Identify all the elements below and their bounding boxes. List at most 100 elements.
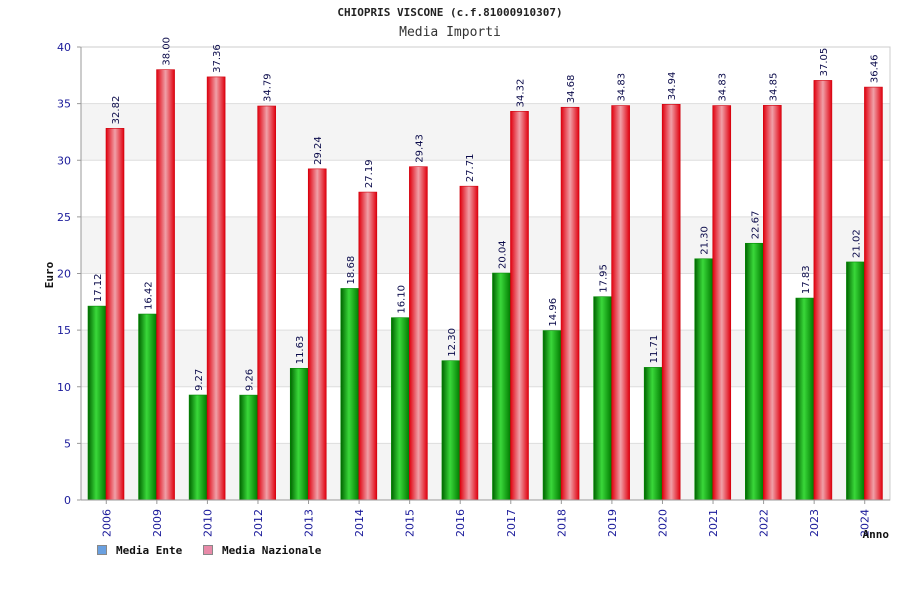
data-label: 11.63 (295, 336, 306, 365)
bar-media-nazionale (459, 185, 479, 501)
bar-media-ente (643, 367, 663, 501)
y-tick-label: 0 (64, 494, 71, 507)
data-label: 16.42 (144, 281, 155, 310)
bar-media-nazionale (763, 105, 782, 501)
y-tick-label: 35 (57, 98, 71, 111)
y-tick-label: 15 (57, 324, 71, 337)
bar-media-ente (694, 258, 714, 501)
bar-media-nazionale (156, 69, 175, 501)
x-tick-label: 2023 (808, 509, 821, 537)
bar-media-ente (542, 330, 562, 501)
bar-media-nazionale (712, 105, 732, 501)
x-tick-label: 2009 (151, 509, 164, 537)
data-label: 16.10 (396, 285, 407, 314)
data-label: 11.71 (649, 335, 660, 364)
data-label: 17.12 (93, 273, 104, 302)
data-label: 29.43 (414, 134, 425, 163)
data-label: 34.94 (667, 72, 678, 101)
data-label: 27.19 (364, 159, 375, 188)
data-label: 17.83 (801, 265, 812, 294)
data-label: 34.32 (516, 79, 527, 108)
bar-media-nazionale (560, 106, 580, 501)
data-label: 18.68 (346, 256, 357, 285)
chart-title: CHIOPRIS VISCONE (c.f.81000910307) (337, 6, 563, 19)
bar-media-ente (795, 297, 815, 501)
bar-media-nazionale (105, 128, 125, 501)
bar-media-nazionale (409, 166, 428, 501)
y-tick-label: 10 (57, 381, 71, 394)
y-tick-label: 5 (64, 437, 71, 450)
bar-media-nazionale (813, 80, 833, 501)
data-label: 37.36 (212, 44, 223, 73)
bar-media-ente (188, 394, 208, 501)
x-tick-label: 2022 (758, 509, 771, 537)
bar-media-ente (239, 394, 258, 501)
legend-swatch-media-ente (97, 545, 107, 555)
data-label: 34.83 (718, 73, 729, 102)
y-tick-label: 20 (57, 268, 71, 281)
x-tick-label: 2013 (303, 509, 316, 537)
data-label: 9.27 (194, 369, 205, 391)
data-label: 38.00 (162, 37, 173, 66)
chart-subtitle: Media Importi (399, 25, 501, 40)
data-label: 34.83 (617, 73, 628, 102)
legend-item-media-nazionale: Media Nazionale (203, 543, 321, 557)
data-label: 27.71 (465, 154, 476, 183)
legend-swatch-media-nazionale (203, 545, 213, 555)
data-label: 20.04 (498, 240, 509, 269)
x-axis-label: Anno (863, 528, 890, 541)
data-label: 12.30 (447, 328, 458, 357)
x-tick-label: 2012 (252, 509, 265, 537)
x-tick-label: 2021 (707, 509, 720, 537)
data-label: 29.24 (313, 136, 324, 165)
data-label: 34.68 (566, 75, 577, 104)
bar-media-ente (391, 317, 410, 501)
data-label: 14.96 (548, 298, 559, 327)
x-tick-label: 2010 (201, 509, 214, 537)
legend-item-media-ente: Media Ente (97, 543, 182, 557)
y-tick-label: 30 (57, 154, 71, 167)
bar-media-ente (593, 296, 612, 501)
y-tick-label: 25 (57, 211, 71, 224)
bar-media-nazionale (864, 86, 883, 501)
bar-media-nazionale (358, 191, 378, 501)
x-tick-label: 2006 (100, 509, 113, 537)
bar-media-nazionale (257, 105, 276, 501)
x-tick-label: 2014 (353, 509, 366, 537)
x-tick-label: 2020 (656, 509, 669, 537)
data-label: 17.95 (599, 264, 610, 293)
bar-media-nazionale (661, 104, 681, 501)
data-label: 34.79 (263, 73, 274, 102)
bar-media-ente (441, 360, 461, 501)
data-label: 32.82 (111, 96, 122, 125)
bar-media-ente (289, 367, 309, 501)
data-label: 37.05 (819, 48, 830, 77)
bar-media-ente (138, 313, 157, 501)
y-tick-label: 40 (57, 41, 71, 54)
x-tick-label: 2024 (859, 509, 872, 537)
data-label: 9.26 (245, 369, 256, 391)
x-tick-label: 2019 (606, 509, 619, 537)
bar-media-ente (340, 288, 360, 501)
legend-label-media-nazionale: Media Nazionale (222, 543, 322, 557)
data-label: 36.46 (869, 54, 880, 83)
x-tick-label: 2018 (555, 509, 568, 537)
data-label: 21.30 (700, 226, 711, 255)
bar-media-nazionale (611, 105, 630, 501)
bar-media-ente (745, 242, 764, 501)
bar-media-nazionale (510, 111, 529, 501)
y-axis-label: Euro (43, 261, 56, 288)
bar-media-nazionale (206, 76, 226, 501)
bar-media-ente (87, 305, 107, 501)
bar-media-ente (846, 261, 865, 501)
legend-label-media-ente: Media Ente (116, 543, 183, 557)
data-label: 34.85 (768, 73, 779, 102)
data-label: 21.02 (851, 229, 862, 258)
x-tick-label: 2015 (404, 509, 417, 537)
x-tick-label: 2017 (505, 509, 518, 537)
x-tick-label: 2016 (454, 509, 467, 537)
bar-media-ente (492, 272, 511, 501)
bar-media-nazionale (307, 168, 327, 501)
data-label: 22.67 (750, 211, 761, 240)
